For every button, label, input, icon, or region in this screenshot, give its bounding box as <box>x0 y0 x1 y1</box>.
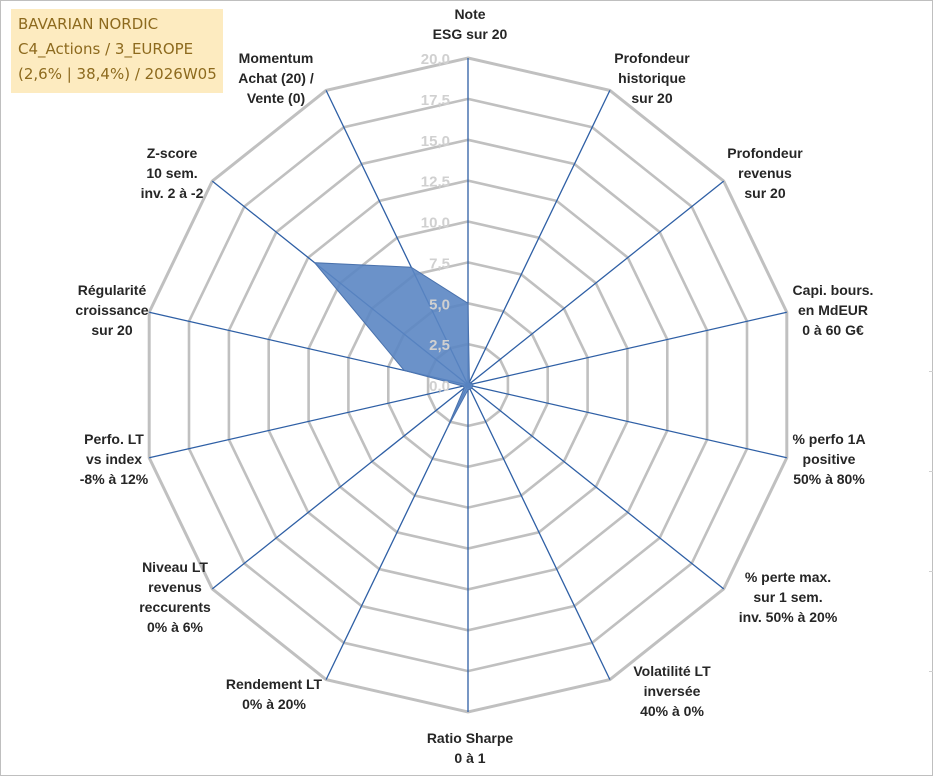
axis-label-line: Z-score <box>147 145 198 161</box>
tick-label: 10,0 <box>421 215 450 232</box>
axis-label-line: ESG sur 20 <box>433 26 508 42</box>
axis-spoke <box>211 384 469 590</box>
axis-spoke <box>325 384 469 680</box>
axis-label-line: % perfo 1A <box>792 431 865 447</box>
axis-label-line: 40% à 0% <box>640 703 704 719</box>
axis-spoke <box>467 384 725 590</box>
edge-tick <box>929 571 933 572</box>
axis-label-line: vs index <box>86 451 142 467</box>
axis-label: Profondeur historique sur 20 <box>614 50 690 106</box>
axis-label: % perte max. sur 1 sem. inv. 50% à 20% <box>739 569 838 625</box>
edge-tick <box>929 471 933 472</box>
axis-spoke <box>467 384 611 680</box>
axis-label-line: inv. 50% à 20% <box>739 609 838 625</box>
axis-label-line: inv. 2 à -2 <box>141 185 204 201</box>
axis-label-line: inversée <box>644 683 701 699</box>
category-label: C4_Actions / 3_EUROPE <box>18 40 194 58</box>
axis-label: Note ESG sur 20 <box>433 6 508 42</box>
axis-label-line: revenus <box>148 579 202 595</box>
axis-label: Volatilité LT inversée 40% à 0% <box>633 663 711 719</box>
axis-label-line: positive <box>803 451 856 467</box>
axis-label-line: revenus <box>738 165 792 181</box>
tick-label: 0,0 <box>429 378 450 395</box>
title-box: BAVARIAN NORDIC C4_Actions / 3_EUROPE (2… <box>11 9 223 93</box>
axis-label-line: Capi. bours. <box>793 282 874 298</box>
axis-spoke <box>467 90 611 386</box>
axis-label-line: 0 à 1 <box>454 750 485 766</box>
axis-label-line: Perfo. LT <box>84 431 144 447</box>
axis-label: Profondeur revenus sur 20 <box>727 145 803 201</box>
period-label: (2,6% | 38,4%) / 2026W05 <box>18 65 217 83</box>
tick-label: 2,5 <box>429 337 450 354</box>
axis-spoke <box>467 384 787 459</box>
axis-label-line: sur 20 <box>744 185 785 201</box>
tick-label: 7,5 <box>429 255 450 272</box>
radar-series <box>313 262 474 430</box>
axis-label-line: Niveau LT <box>142 559 208 575</box>
axis-label-line: Régularité <box>78 282 147 298</box>
axis-label: Ratio Sharpe 0 à 1 <box>427 730 514 766</box>
axis-label-line: 0% à 20% <box>242 696 306 712</box>
axis-label: Z-score 10 sem. inv. 2 à -2 <box>141 145 204 201</box>
axis-label-line: sur 20 <box>631 90 672 106</box>
axis-label-line: croissance <box>75 302 148 318</box>
axis-label-line: 10 sem. <box>146 165 197 181</box>
axis-label-line: Momentum <box>239 50 314 66</box>
company-name: BAVARIAN NORDIC <box>18 15 159 33</box>
tick-label: 5,0 <box>429 296 450 313</box>
axis-spoke <box>467 180 725 386</box>
axis-label-line: Note <box>454 6 485 22</box>
axis-label: Capi. bours. en MdEUR 0 à 60 G€ <box>793 282 874 338</box>
tick-label: 12,5 <box>421 174 450 191</box>
axis-label-line: 0% à 6% <box>147 619 204 635</box>
axis-label-line: reccurents <box>139 599 211 615</box>
axis-label-line: historique <box>618 70 686 86</box>
edge-tick <box>929 671 933 672</box>
axis-label-line: en MdEUR <box>798 302 868 318</box>
axis-label-line: Rendement LT <box>226 676 323 692</box>
axis-label-line: Volatilité LT <box>633 663 711 679</box>
axis-label-line: 0 à 60 G€ <box>802 322 864 338</box>
axis-label: % perfo 1A positive 50% à 80% <box>792 431 865 487</box>
axis-label-line: % perte max. <box>745 569 831 585</box>
edge-tick <box>929 371 933 372</box>
axis-label: Niveau LT revenus reccurents 0% à 6% <box>139 559 211 635</box>
tick-label: 20,0 <box>421 51 450 68</box>
axis-label-line: Profondeur <box>727 145 803 161</box>
tick-label: 17,5 <box>421 92 450 109</box>
radar-axis-labels: Note ESG sur 20 Profondeur historique sur 20… <box>75 6 873 766</box>
axis-label-line: Profondeur <box>614 50 690 66</box>
axis-label-line: Ratio Sharpe <box>427 730 514 746</box>
axis-spoke <box>467 311 787 386</box>
axis-label: Rendement LT 0% à 20% <box>226 676 323 712</box>
axis-label-line: Vente (0) <box>247 90 305 106</box>
axis-label: Régularité croissance sur 20 <box>75 282 148 338</box>
axis-label: Perfo. LT vs index -8% à 12% <box>80 431 149 487</box>
axis-label-line: sur 1 sem. <box>753 589 822 605</box>
axis-label-line: -8% à 12% <box>80 471 149 487</box>
axis-label: Momentum Achat (20) / Vente (0) <box>238 50 314 106</box>
axis-label-line: 50% à 80% <box>793 471 865 487</box>
axis-label-line: sur 20 <box>91 322 132 338</box>
axis-spoke <box>149 384 469 459</box>
tick-label: 15,0 <box>421 133 450 150</box>
axis-label-line: Achat (20) / <box>238 70 314 86</box>
radar-tick-labels: 0,0 2,5 5,0 7,5 10,0 12,5 15,0 17,5 20,0 <box>421 51 450 395</box>
